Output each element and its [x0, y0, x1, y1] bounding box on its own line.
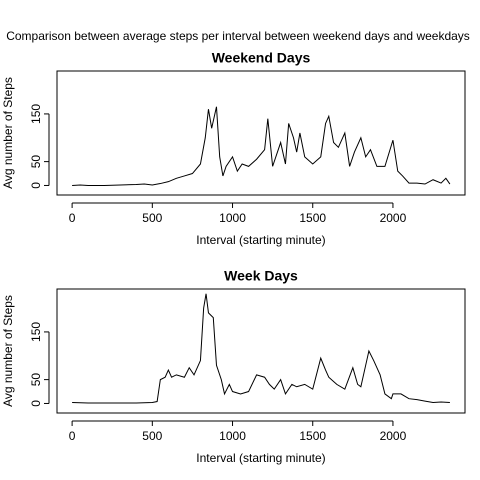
x-tick-label: 500: [142, 429, 162, 443]
x-tick-label: 2000: [380, 211, 407, 225]
x-axis-label: Interval (starting minute): [196, 451, 325, 465]
panel-title: Weekend Days: [212, 50, 311, 66]
plot-frame: [56, 70, 466, 196]
x-axis-label: Interval (starting minute): [196, 233, 325, 247]
panel-title: Week Days: [224, 268, 298, 284]
y-tick-label: 0: [29, 182, 43, 189]
y-tick-label: 150: [29, 104, 43, 124]
x-tick-label: 1500: [299, 211, 326, 225]
x-tick-label: 0: [69, 429, 76, 443]
plot-frame: [56, 288, 466, 414]
x-tick-label: 2000: [380, 429, 407, 443]
page-title: Comparison between average steps per int…: [6, 29, 470, 43]
y-axis-label: Avg number of Steps: [1, 77, 15, 189]
y-tick-label: 150: [29, 322, 43, 342]
x-tick-label: 500: [142, 211, 162, 225]
y-tick-label: 0: [29, 400, 43, 407]
data-line: [72, 293, 450, 404]
y-tick-label: 50: [29, 373, 43, 387]
data-line: [72, 106, 451, 186]
y-tick-label: 50: [29, 155, 43, 169]
x-tick-label: 1000: [219, 429, 246, 443]
x-tick-label: 0: [69, 211, 76, 225]
x-tick-label: 1000: [219, 211, 246, 225]
x-tick-label: 1500: [299, 429, 326, 443]
y-axis-label: Avg number of Steps: [1, 295, 15, 407]
